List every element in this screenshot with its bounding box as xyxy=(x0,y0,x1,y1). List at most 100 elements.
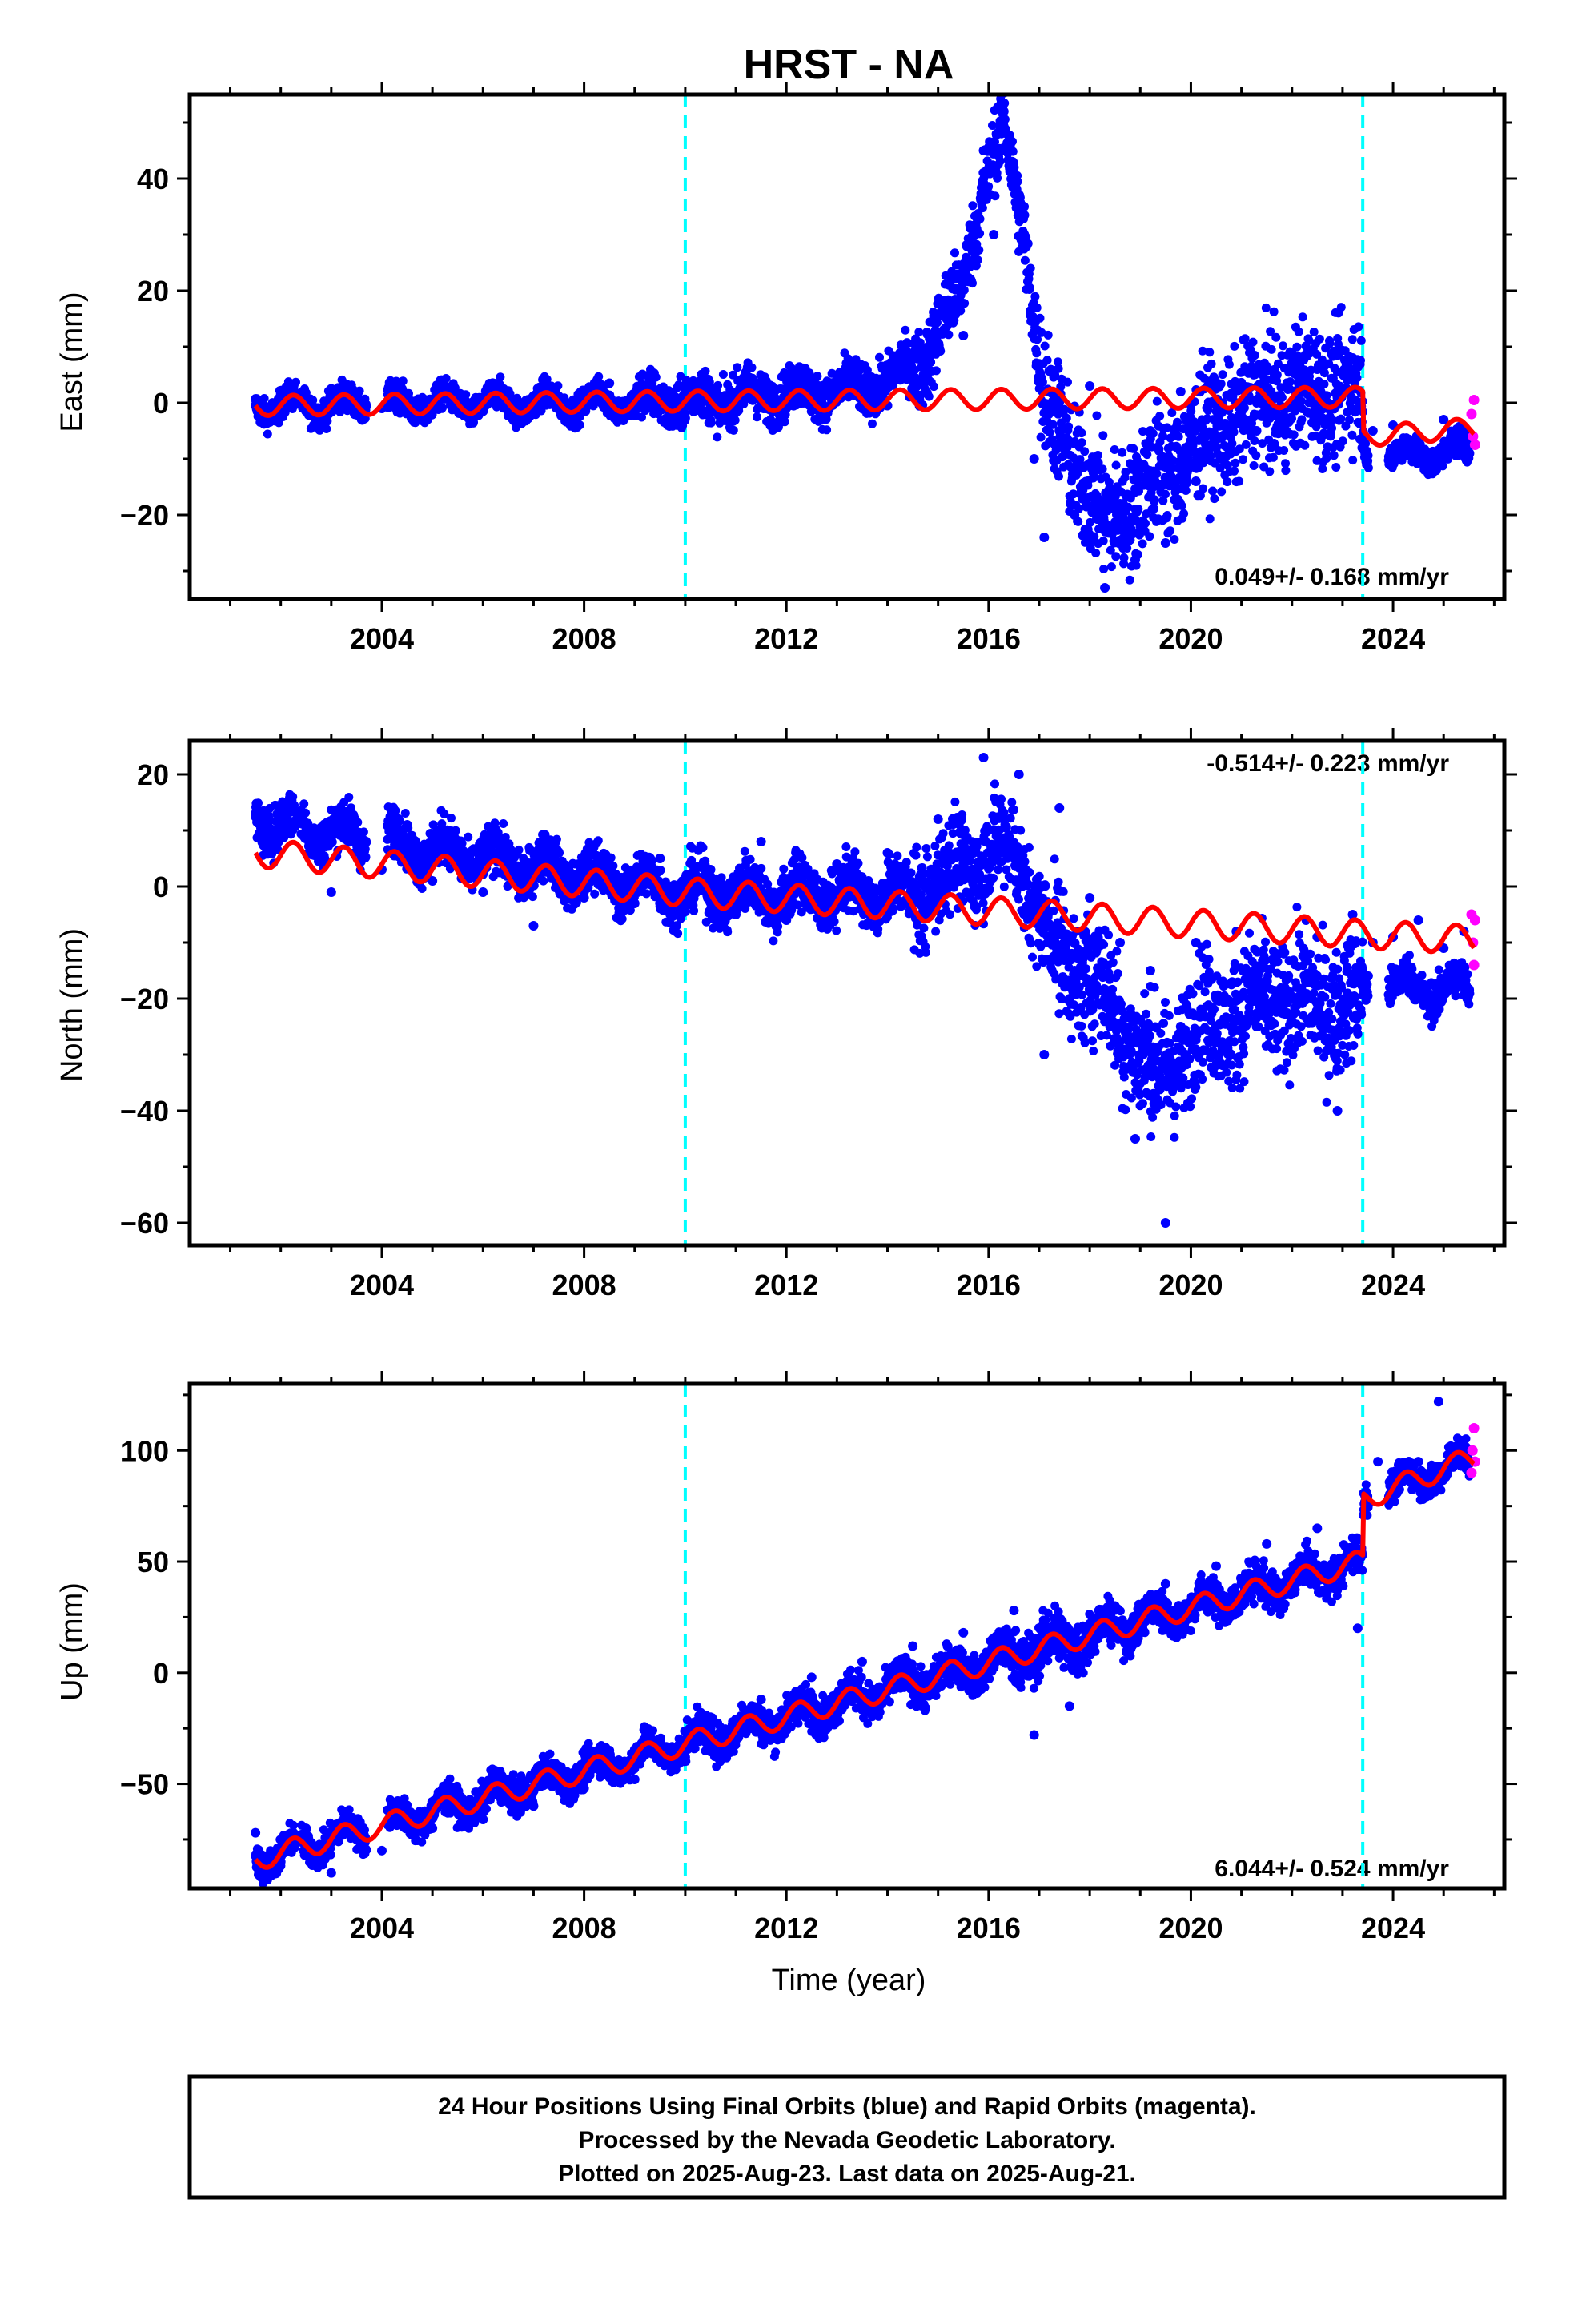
east-final-point xyxy=(1294,327,1303,336)
east-final-point xyxy=(263,429,272,439)
east-final-point xyxy=(1023,239,1033,248)
east-final-point xyxy=(747,363,757,372)
east-final-point xyxy=(1170,535,1179,544)
east-final-point xyxy=(1125,575,1134,585)
east-final-point xyxy=(1348,456,1358,465)
east-final-point xyxy=(733,363,742,372)
north-final-point xyxy=(361,852,371,862)
east-final-point xyxy=(1352,373,1362,383)
east-y-tick-label: 40 xyxy=(137,163,169,195)
north-final-point xyxy=(447,814,456,823)
east-final-point xyxy=(1191,476,1201,486)
east-final-point xyxy=(1279,446,1289,455)
east-final-point xyxy=(739,400,749,408)
east-final-point xyxy=(1013,177,1022,187)
east-final-point xyxy=(1251,451,1261,460)
east-final-point xyxy=(1315,334,1324,344)
east-final-point xyxy=(931,366,941,376)
east-final-point xyxy=(629,409,640,419)
east-final-point xyxy=(1235,476,1244,486)
east-final-point xyxy=(989,230,999,239)
east-final-point xyxy=(651,372,661,382)
east-final-point xyxy=(1298,312,1307,322)
east-final-point xyxy=(806,384,817,394)
east-final-point xyxy=(441,374,451,383)
east-final-point xyxy=(943,314,954,324)
east-final-point xyxy=(1077,428,1086,438)
east-final-point xyxy=(1227,439,1237,448)
east-final-point xyxy=(730,416,740,425)
east-final-point xyxy=(1009,163,1019,172)
east-final-point xyxy=(729,425,738,435)
east-final-point xyxy=(291,377,300,387)
east-panel: East (mm) 0.049+/- 0.168 mm/yr 2004 2008 2… xyxy=(55,67,1517,655)
east-final-point xyxy=(1229,428,1239,436)
east-final-point xyxy=(990,191,1000,201)
east-final-point xyxy=(706,418,716,428)
east-final-point xyxy=(1111,552,1121,561)
east-final-point xyxy=(1162,511,1172,520)
east-final-point xyxy=(780,417,789,427)
east-final-point xyxy=(1327,424,1336,433)
east-final-point xyxy=(914,328,924,337)
east-final-point xyxy=(1287,414,1296,424)
east-final-point xyxy=(923,342,934,352)
east-final-point xyxy=(1325,339,1335,348)
north-final-point xyxy=(417,884,427,893)
east-final-point xyxy=(718,370,728,379)
east-final-point xyxy=(936,346,946,356)
east-final-point xyxy=(335,407,345,416)
east-final-point xyxy=(1000,99,1010,108)
east-final-point xyxy=(978,146,989,155)
east-final-point xyxy=(1205,514,1215,524)
north-final-point xyxy=(451,826,460,835)
east-final-point xyxy=(1182,478,1192,488)
east-final-point xyxy=(998,67,1006,76)
east-final-point xyxy=(461,390,471,400)
east-final-point xyxy=(1210,494,1219,504)
east-final-point xyxy=(1160,538,1170,548)
east-final-point xyxy=(1020,211,1030,220)
east-final-point xyxy=(542,375,552,384)
east-final-point xyxy=(857,381,867,391)
east-final-point xyxy=(323,416,332,426)
east-final-point xyxy=(701,366,710,376)
east-final-point xyxy=(975,229,985,238)
east-final-point xyxy=(975,214,985,223)
east-final-point xyxy=(1098,464,1107,474)
north-final-point xyxy=(499,819,508,828)
east-final-point xyxy=(1098,536,1108,545)
east-final-point xyxy=(594,372,604,381)
east-final-point xyxy=(1186,406,1196,416)
east-final-point xyxy=(1300,440,1310,450)
east-final-point xyxy=(1331,463,1341,472)
east-final-point xyxy=(637,412,646,422)
east-final-point xyxy=(1025,283,1034,292)
east-final-point xyxy=(1054,426,1065,436)
north-final-point xyxy=(353,818,363,827)
east-final-point xyxy=(1241,440,1251,449)
east-final-point xyxy=(1152,469,1162,479)
east-final-point xyxy=(822,425,832,435)
east-final-point xyxy=(1218,370,1227,380)
east-final-point xyxy=(1000,115,1010,124)
north-final-point xyxy=(299,799,309,809)
east-final-point xyxy=(1261,303,1271,312)
east-final-point xyxy=(1329,451,1339,460)
east-final-point xyxy=(496,372,505,382)
east-final-point xyxy=(1042,356,1052,365)
east-final-point xyxy=(1208,486,1218,496)
north-final-points xyxy=(251,779,1475,1142)
north-rate-label: -0.514+/- 0.223 mm/yr xyxy=(1207,750,1449,777)
east-final-point xyxy=(924,392,934,401)
east-x-tick-label: 2012 xyxy=(754,622,818,655)
east-final-point xyxy=(1363,463,1373,472)
east-final-point xyxy=(398,376,408,386)
east-final-point xyxy=(1292,342,1302,352)
east-final-point xyxy=(259,394,269,403)
east-final-point xyxy=(1110,445,1119,454)
east-final-point xyxy=(705,377,714,387)
east-final-point xyxy=(862,365,872,375)
east-final-point xyxy=(1205,348,1215,357)
east-final-point xyxy=(1166,526,1175,536)
